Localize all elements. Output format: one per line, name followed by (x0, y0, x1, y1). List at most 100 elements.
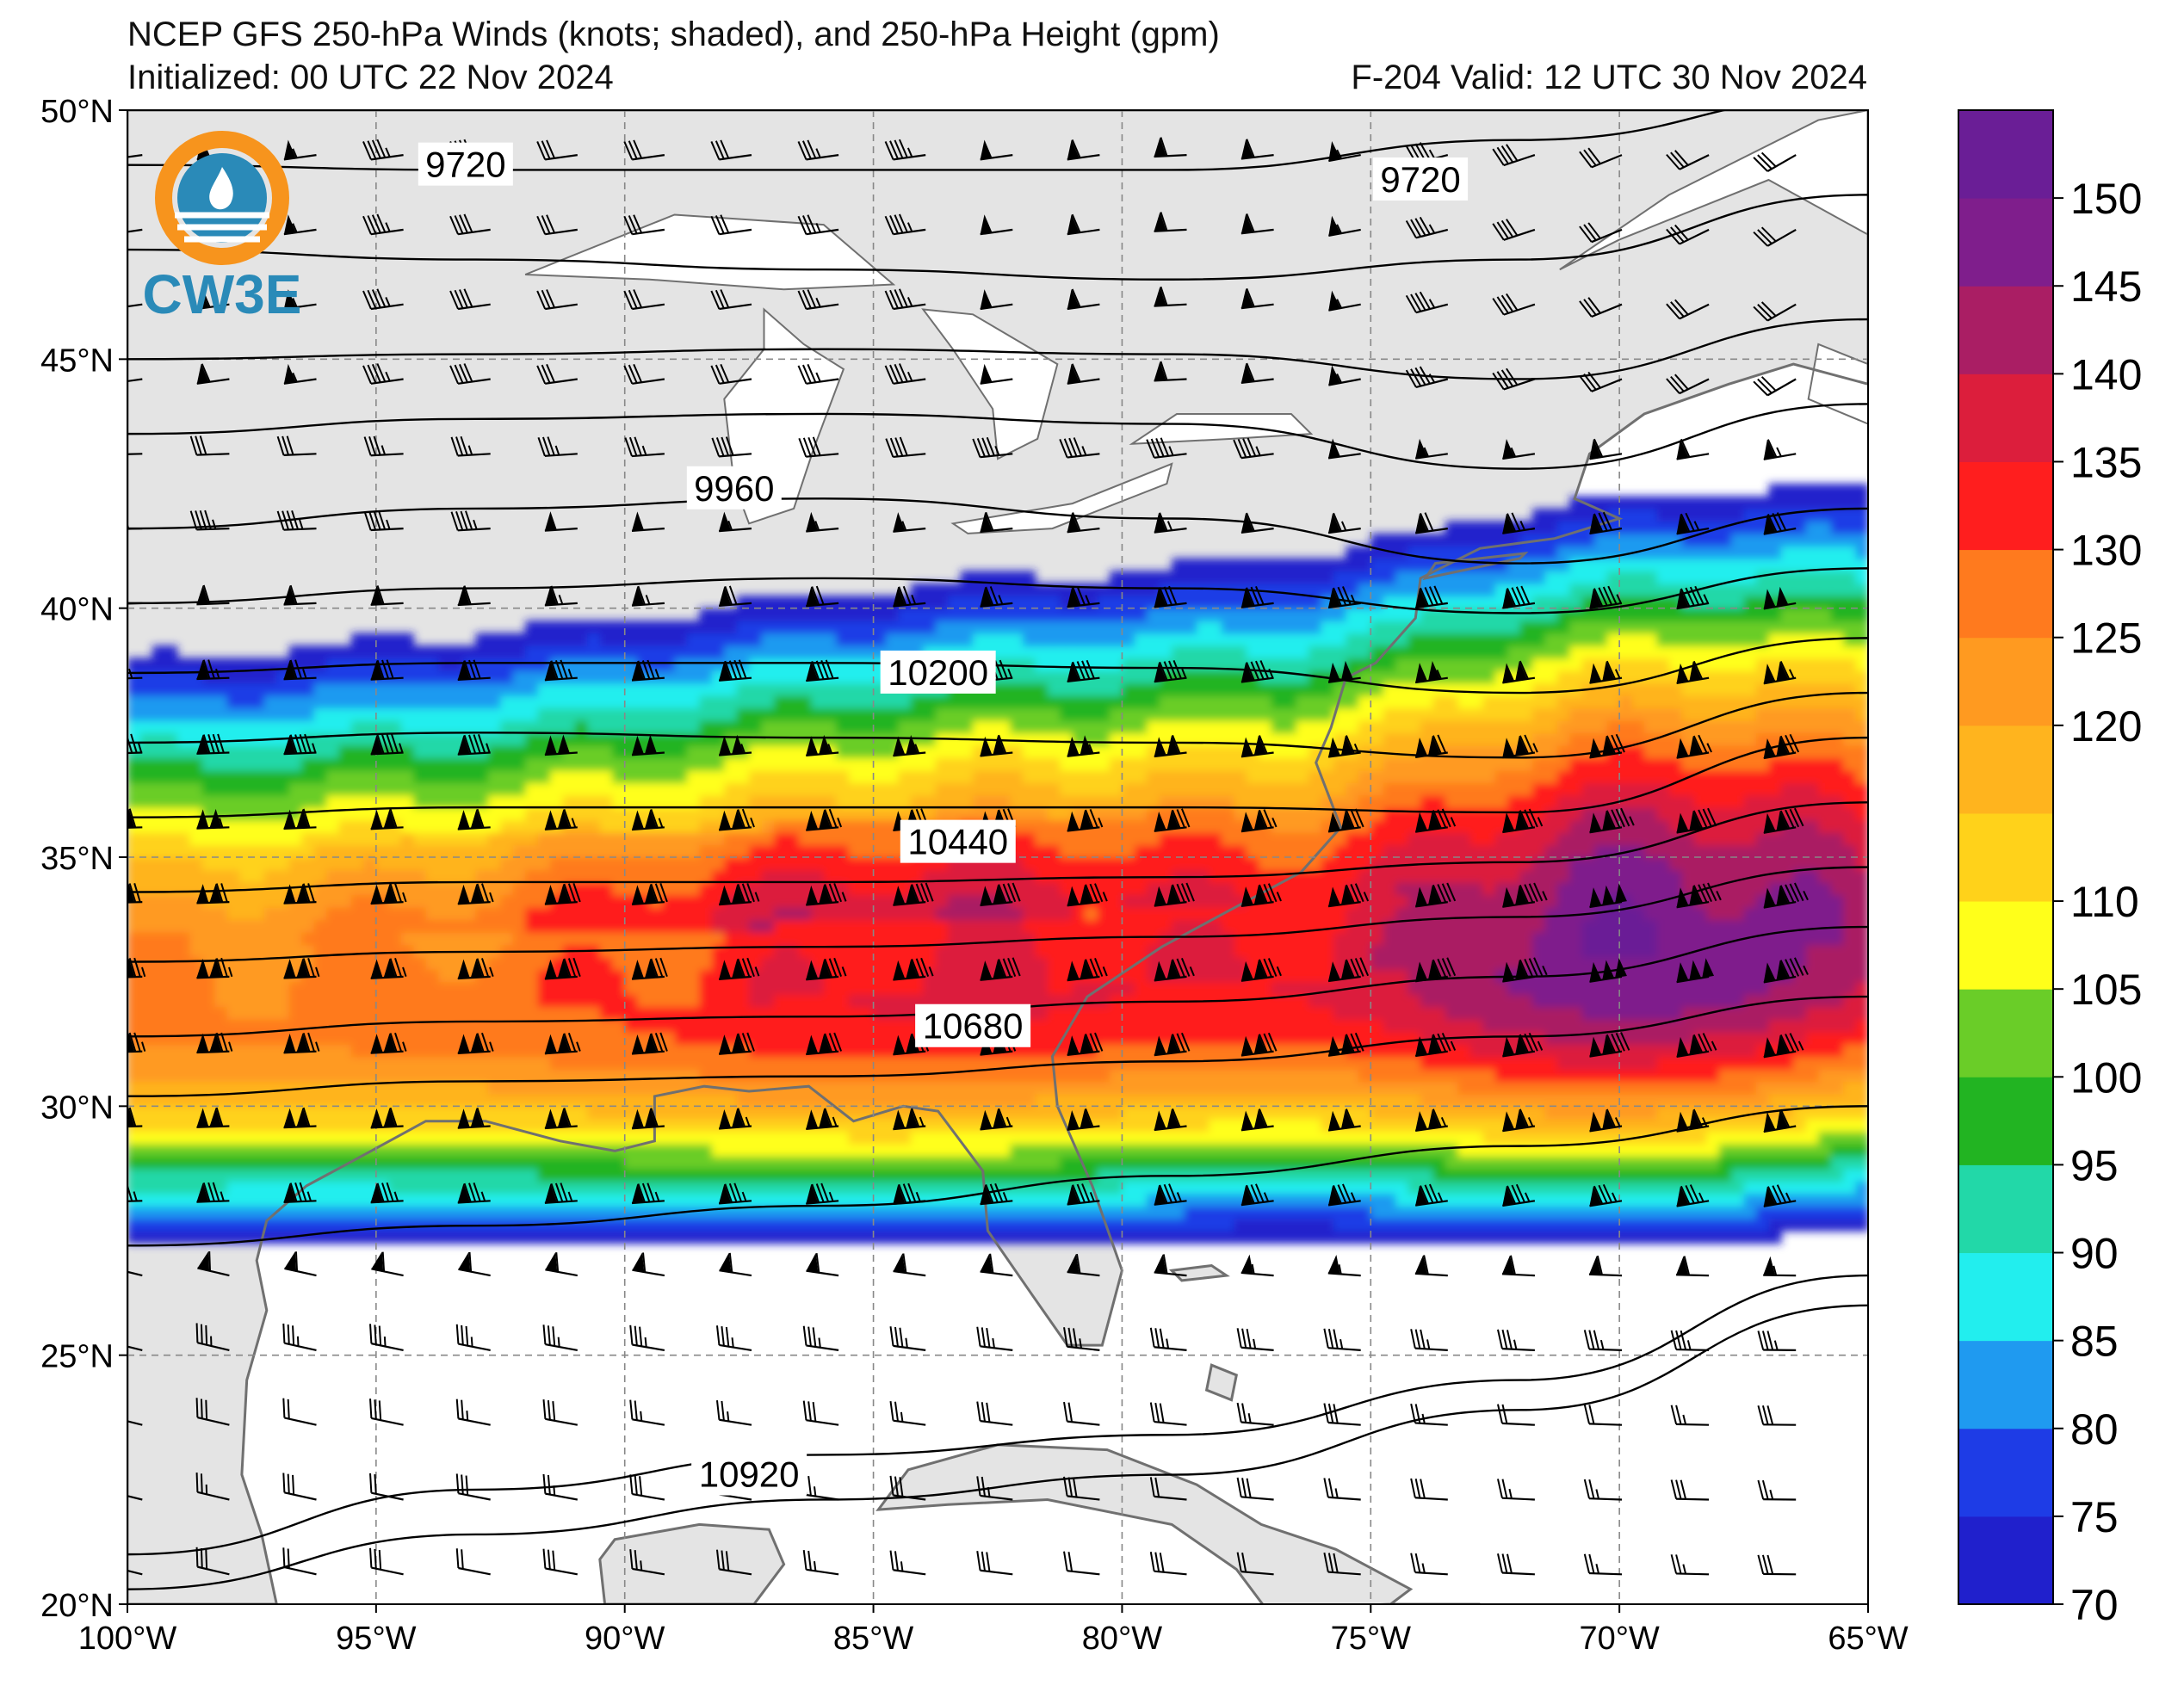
speed-cell (948, 1081, 962, 1095)
speed-cell (1284, 1056, 1297, 1070)
speed-cell (1047, 633, 1061, 646)
speed-cell (1097, 1093, 1111, 1108)
speed-cell (351, 1118, 365, 1133)
speed-cell (438, 1006, 452, 1020)
speed-cell (1296, 571, 1309, 584)
speed-cell (998, 707, 1012, 721)
speed-cell (1259, 794, 1272, 808)
speed-cell (487, 719, 502, 734)
speed-cell (1022, 1044, 1036, 1058)
speed-cell (1209, 944, 1222, 958)
speed-cell (1110, 981, 1123, 995)
speed-cell (313, 1156, 327, 1170)
speed-cell (525, 1106, 539, 1120)
speed-cell (587, 744, 601, 759)
speed-cell (263, 794, 278, 808)
speed-cell (724, 769, 738, 783)
speed-cell (1184, 1031, 1197, 1045)
speed-cell (1296, 707, 1309, 721)
speed-cell (960, 1081, 974, 1095)
speed-cell (1234, 1093, 1247, 1108)
speed-cell (736, 1181, 750, 1195)
speed-cell (898, 757, 912, 771)
speed-cell (1259, 782, 1272, 796)
speed-cell (985, 1168, 999, 1182)
speed-cell (699, 857, 713, 871)
speed-cell (1110, 807, 1123, 821)
speed-cell (512, 881, 526, 896)
speed-cell (674, 794, 688, 808)
speed-cell (1035, 608, 1049, 621)
speed-cell (164, 1044, 178, 1058)
speed-cell (587, 919, 601, 933)
speed-cell (998, 571, 1012, 584)
speed-cell (214, 919, 228, 933)
speed-cell (774, 757, 788, 771)
speed-cell (798, 869, 813, 883)
speed-cell (612, 1193, 626, 1207)
speed-cell (251, 857, 265, 871)
speed-cell (475, 981, 489, 995)
speed-cell (1284, 1081, 1297, 1095)
speed-cell (749, 956, 763, 970)
speed-cell (463, 719, 477, 734)
speed-cell (189, 1168, 203, 1182)
speed-cell (686, 919, 701, 933)
speed-cell (686, 1044, 701, 1058)
speed-cell (1184, 1143, 1197, 1157)
speed-cell (836, 994, 850, 1008)
speed-cell (1197, 881, 1210, 896)
speed-cell (873, 744, 887, 759)
speed-cell (263, 1068, 278, 1083)
speed-cell (1134, 1056, 1148, 1070)
speed-cell (1284, 1218, 1297, 1232)
speed-cell (562, 769, 576, 783)
speed-cell (1134, 1181, 1148, 1195)
speed-cell (1085, 794, 1098, 808)
speed-cell (1060, 621, 1073, 634)
speed-cell (1072, 707, 1086, 721)
speed-cell (1159, 645, 1173, 659)
speed-cell (848, 1181, 862, 1195)
speed-cell (562, 981, 576, 995)
speed-cell (1172, 608, 1185, 621)
speed-cell (774, 794, 788, 808)
speed-cell (1284, 682, 1297, 696)
speed-cell (1134, 583, 1148, 596)
speed-cell (836, 1131, 850, 1145)
speed-cell (263, 1156, 278, 1170)
speed-cell (923, 1118, 937, 1133)
speed-cell (612, 633, 626, 646)
speed-cell (786, 894, 800, 908)
speed-cell (1222, 769, 1235, 783)
speed-cell (1246, 633, 1260, 646)
speed-cell (1222, 956, 1235, 970)
speed-cell (351, 645, 365, 659)
speed-cell (1047, 981, 1061, 995)
speed-cell (1097, 1193, 1111, 1207)
speed-cell (848, 1206, 862, 1219)
speed-cell (1035, 621, 1049, 634)
speed-cell (351, 1044, 365, 1058)
speed-cell (935, 794, 950, 808)
speed-cell (1010, 1093, 1024, 1108)
speed-cell (624, 719, 638, 734)
speed-cell (1259, 608, 1272, 621)
speed-cell (276, 1143, 290, 1157)
speed-cell (1172, 757, 1185, 771)
speed-cell (699, 682, 713, 696)
speed-cell (127, 782, 141, 796)
speed-cell (425, 1131, 439, 1145)
speed-cell (463, 1068, 477, 1083)
speed-cell (1284, 857, 1297, 871)
speed-cell (948, 1231, 962, 1244)
speed-cell (425, 1106, 439, 1120)
speed-cell (338, 1031, 352, 1045)
speed-cell (724, 608, 738, 621)
speed-cell (500, 1006, 514, 1020)
speed-cell (1072, 944, 1086, 958)
speed-cell (1172, 621, 1185, 634)
speed-cell (910, 794, 925, 808)
speed-cell (1234, 807, 1247, 821)
speed-cell (1172, 1143, 1185, 1157)
